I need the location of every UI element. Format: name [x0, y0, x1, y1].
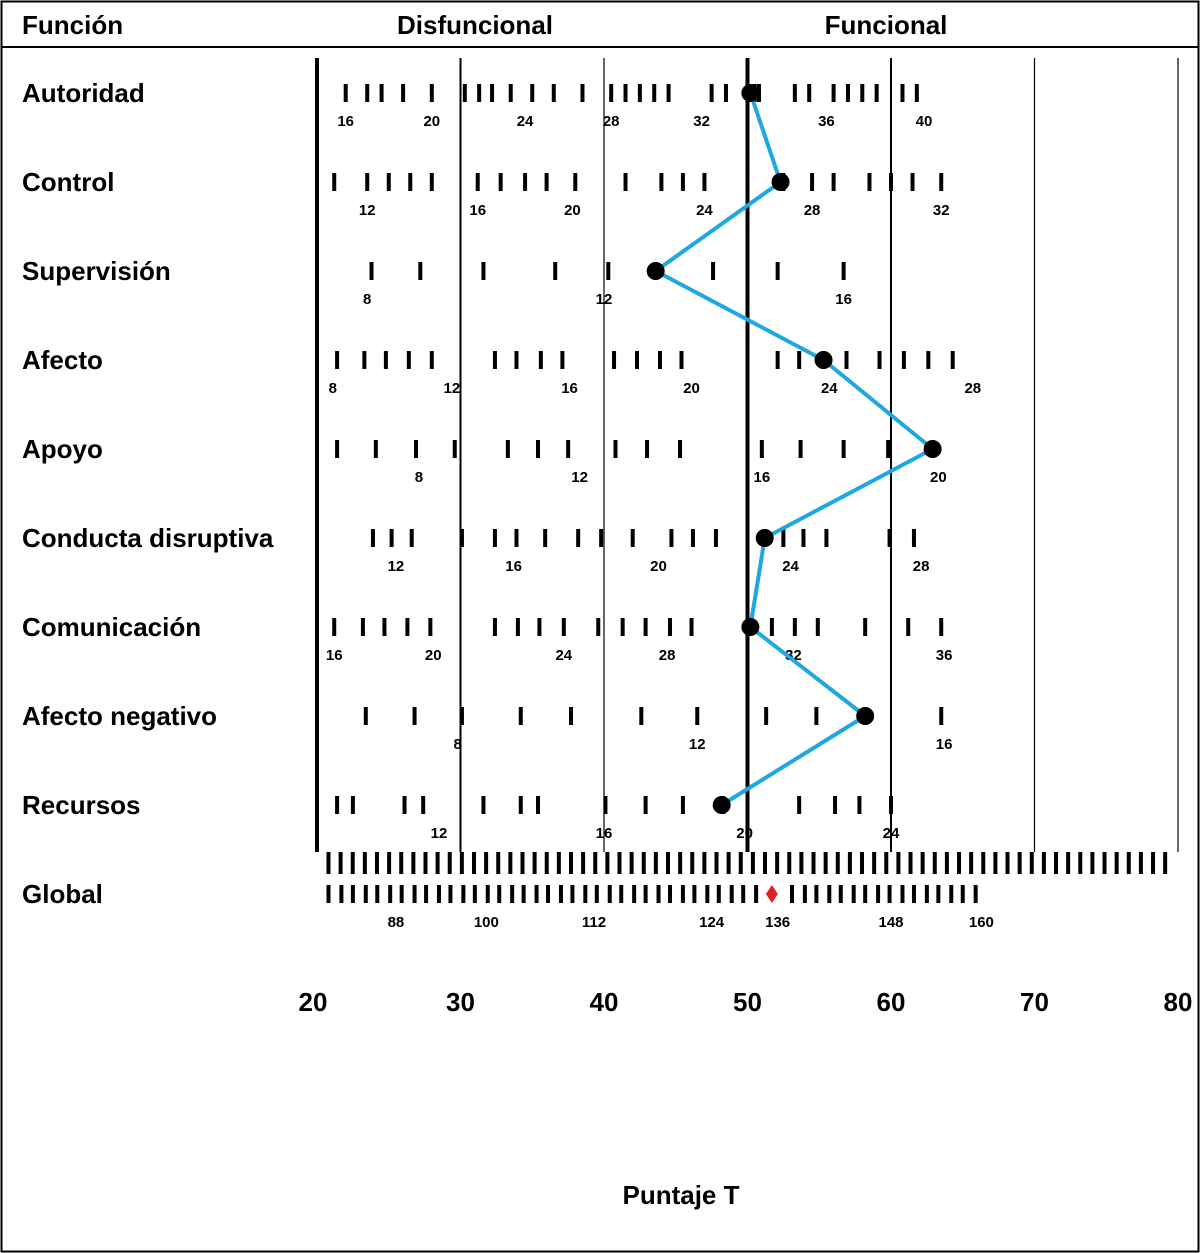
- x-tick-label: 50: [733, 987, 762, 1017]
- row-autoridad: Autoridad 16 20 24 28 32 36 40: [22, 78, 932, 130]
- scale-number: 8: [415, 469, 423, 486]
- row-afecto: Afecto 8 12 16 20 24 28: [22, 345, 981, 397]
- x-tick-label: 80: [1164, 987, 1193, 1017]
- profile-point: [923, 440, 942, 458]
- scale-number: 32: [785, 647, 802, 664]
- profile-point: [646, 262, 665, 280]
- scale-number: 16: [754, 469, 771, 486]
- scale-number: 16: [337, 113, 354, 130]
- scale-number: 20: [650, 558, 667, 575]
- profile-point: [771, 173, 790, 191]
- row-control: Control 12 16 20 24 28 32: [22, 167, 950, 219]
- row-label: Recursos: [22, 790, 141, 820]
- scale-number: 24: [696, 202, 713, 219]
- scale-number: 20: [683, 380, 700, 397]
- scale-number: 40: [916, 113, 933, 130]
- scale-number: 12: [596, 291, 613, 308]
- row-supervisión: Supervisión 8 12 16: [22, 256, 852, 308]
- scale-number: 12: [388, 558, 405, 575]
- scale-number: 16: [835, 291, 852, 308]
- profile-point: [814, 351, 833, 369]
- scale-number: 24: [821, 380, 838, 397]
- scale-number: 16: [596, 825, 613, 842]
- scale-number: 20: [564, 202, 581, 219]
- scale-number: 28: [603, 113, 620, 130]
- scale-number: 16: [469, 202, 486, 219]
- x-tick-label: 60: [877, 987, 906, 1017]
- scale-number: 148: [878, 914, 903, 931]
- row-t-scale: [326, 852, 1168, 874]
- scale-number: 124: [699, 914, 725, 931]
- scale-number: 24: [517, 113, 534, 130]
- scale-number: 20: [425, 647, 442, 664]
- row-conducta-disruptiva: Conducta disruptiva 12 16 20 24 28: [22, 523, 929, 575]
- row-label: Global: [22, 879, 103, 909]
- scale-number: 28: [659, 647, 676, 664]
- global-score-marker: [765, 885, 778, 903]
- scale-number: 32: [933, 202, 950, 219]
- row-label: Control: [22, 167, 114, 197]
- scale-number: 8: [453, 736, 461, 753]
- row-label: Autoridad: [22, 78, 145, 108]
- profile-point: [741, 84, 760, 102]
- scale-number: 8: [363, 291, 371, 308]
- scale-number: 28: [913, 558, 930, 575]
- header-funcional: Funcional: [825, 10, 948, 40]
- row-label: Conducta disruptiva: [22, 523, 274, 553]
- profile-point: [856, 707, 875, 725]
- scale-number: 28: [964, 380, 981, 397]
- scale-number: 20: [736, 825, 753, 842]
- scale-number: 88: [388, 914, 405, 931]
- scale-number: 12: [444, 380, 461, 397]
- row-label: Afecto negativo: [22, 701, 217, 731]
- scale-number: 12: [431, 825, 448, 842]
- row-label: Comunicación: [22, 612, 201, 642]
- scale-number: 36: [818, 113, 835, 130]
- profile-point: [712, 796, 731, 814]
- scale-number: 12: [689, 736, 706, 753]
- scale-number: 24: [782, 558, 799, 575]
- scale-number: 16: [505, 558, 522, 575]
- row-label: Supervisión: [22, 256, 171, 286]
- row-global: Global 88 100 112 124 136 148 160: [22, 879, 994, 931]
- scale-number: 16: [936, 736, 953, 753]
- scale-number: 12: [359, 202, 376, 219]
- profile-point: [741, 618, 760, 636]
- x-tick-label: 20: [299, 987, 328, 1017]
- x-tick-label: 70: [1020, 987, 1049, 1017]
- scale-number: 100: [474, 914, 499, 931]
- scale-number: 32: [693, 113, 710, 130]
- row-comunicación: Comunicación 16 20 24 28 32 36: [22, 612, 952, 664]
- scale-number: 36: [936, 647, 953, 664]
- scale-number: 16: [561, 380, 578, 397]
- profile-point: [755, 529, 774, 547]
- row-label: Afecto: [22, 345, 103, 375]
- row-recursos: Recursos 12 16 20 24: [22, 790, 900, 842]
- x-tick-label: 30: [446, 987, 475, 1017]
- scale-number: 8: [329, 380, 337, 397]
- x-tick-label: 40: [590, 987, 619, 1017]
- row-apoyo: Apoyo 8 12 16 20: [22, 434, 947, 486]
- scale-number: 160: [969, 914, 994, 931]
- scale-number: 136: [765, 914, 790, 931]
- scale-number: 112: [582, 914, 606, 931]
- x-axis-label: Puntaje T: [622, 1180, 739, 1210]
- scale-number: 12: [571, 469, 588, 486]
- scale-number: 28: [804, 202, 821, 219]
- row-afecto-negativo: Afecto negativo 8 12 16: [22, 701, 952, 753]
- scale-number: 24: [883, 825, 900, 842]
- scale-number: 20: [423, 113, 440, 130]
- header-funcion: Función: [22, 10, 123, 40]
- scale-number: 24: [555, 647, 572, 664]
- scale-number: 16: [326, 647, 343, 664]
- header-disfuncional: Disfuncional: [397, 10, 553, 40]
- scale-number: 20: [930, 469, 947, 486]
- row-label: Apoyo: [22, 434, 103, 464]
